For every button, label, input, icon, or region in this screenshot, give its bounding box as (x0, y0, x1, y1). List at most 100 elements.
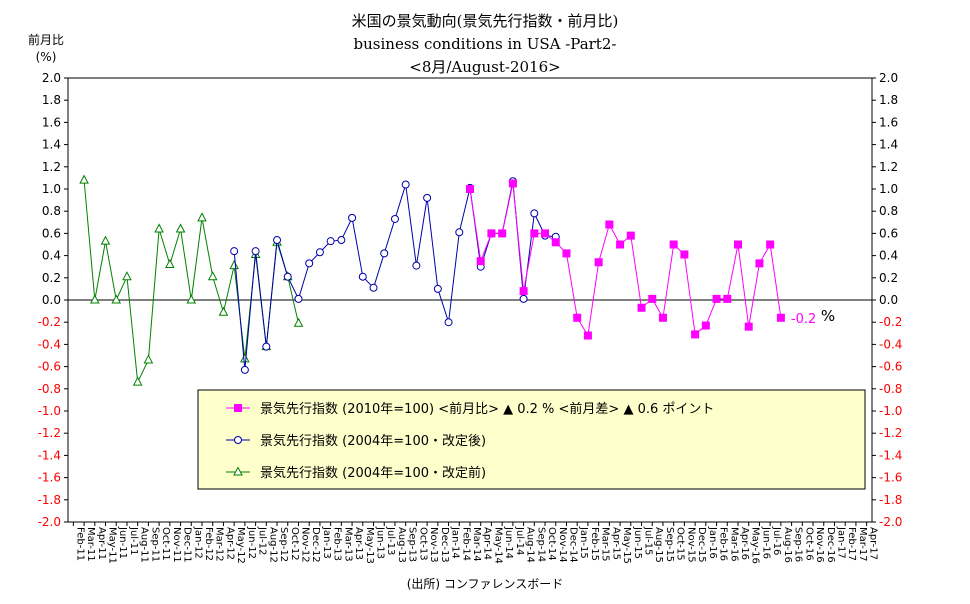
x-tick-label: Jun-16 (760, 526, 771, 559)
data-point (401, 180, 410, 189)
x-tick-label: Aug-11 (139, 527, 150, 563)
chart-period: <8月/August-2016> (409, 58, 560, 76)
x-tick-label: May-14 (492, 527, 503, 564)
x-tick-label: Oct-15 (675, 527, 686, 561)
data-point (648, 294, 657, 303)
x-tick-label: Dec-16 (825, 527, 836, 563)
data-point (229, 260, 239, 270)
data-point (616, 240, 625, 249)
x-tick-label: Apr-11 (96, 527, 107, 560)
y-tick-label-left: 0.6 (42, 226, 61, 240)
y-tick-label-right: -1.4 (879, 448, 902, 462)
x-tick-label: Mar-17 (857, 527, 868, 562)
data-point (766, 240, 775, 249)
y-tick-label-left: -1.0 (38, 404, 61, 418)
x-tick-label: Oct-11 (160, 527, 171, 561)
y-tick-label-right: -1.8 (879, 493, 902, 507)
x-tick-label: Jan-15 (578, 526, 589, 559)
y-axis-unit: (%) (36, 50, 57, 64)
y-tick-label-right: 1.4 (879, 138, 898, 152)
x-tick-label: Jan-14 (450, 526, 461, 559)
data-point (573, 313, 582, 322)
data-point (583, 331, 592, 340)
data-point (89, 294, 100, 304)
legend-label: 景気先行指数 (2004年=100・改定後) (260, 433, 486, 449)
data-point (230, 247, 239, 256)
data-point (444, 318, 453, 327)
data-point (691, 330, 700, 339)
data-point (380, 249, 389, 258)
data-point (262, 342, 271, 351)
x-tick-label: Jan-17 (835, 526, 846, 559)
data-point (530, 229, 539, 238)
y-tick-label-left: -0.8 (38, 382, 61, 396)
data-point (669, 240, 678, 249)
x-tick-label: Jan-13 (321, 526, 332, 559)
data-point (315, 248, 324, 257)
y-tick-label-right: 2.0 (879, 71, 898, 85)
x-tick-label: Mar-14 (471, 527, 482, 562)
x-tick-label: Jul-13 (385, 526, 396, 555)
x-tick-label: Jul-16 (771, 526, 782, 555)
y-axis-label: 前月比 (28, 32, 64, 47)
end-annotation: -0.2 (791, 312, 816, 327)
series-circle (230, 177, 560, 374)
y-tick-label-right: 1.0 (879, 182, 898, 196)
x-tick-label: Mar-11 (85, 527, 96, 562)
series-layer (79, 174, 785, 386)
x-tick-label: Mar-16 (728, 527, 739, 562)
data-point (154, 223, 164, 233)
x-tick-label: Apr-12 (224, 527, 235, 560)
data-point (100, 235, 111, 245)
x-tick-label: Nov-14 (557, 527, 568, 563)
y-tick-label-left: 2.0 (42, 71, 61, 85)
x-tick-label: May-12 (235, 527, 246, 564)
y-tick-label-left: 0.0 (42, 293, 61, 307)
data-point (369, 283, 378, 292)
x-tick-label: Feb-13 (332, 527, 343, 561)
y-tick-label-left: 1.6 (42, 115, 61, 129)
x-tick-label: Oct-13 (417, 527, 428, 561)
x-tick-label: Aug-16 (782, 527, 793, 563)
data-point (466, 185, 474, 193)
data-point (251, 247, 260, 256)
data-point (240, 353, 250, 363)
x-tick-label: Aug-15 (653, 527, 664, 563)
legend: 景気先行指数 (2010年=100) <前月比> ▲ 0.2 % <前月差> ▲… (197, 389, 866, 490)
data-point (498, 229, 507, 238)
x-tick-label: Jul-12 (257, 526, 268, 555)
x-tick-label: Sep-12 (278, 527, 289, 562)
data-point (186, 294, 197, 304)
data-point (701, 321, 710, 330)
data-point (551, 238, 560, 247)
data-point (530, 209, 539, 218)
y-tick-label-right: 1.2 (879, 160, 898, 174)
data-point (390, 214, 399, 223)
data-point (519, 294, 528, 303)
x-tick-label: Apr-14 (482, 527, 493, 560)
x-tick-label: Mar-13 (342, 527, 353, 562)
data-point (337, 236, 346, 245)
legend-label: 景気先行指数 (2010年=100) <前月比> ▲ 0.2 % <前月差> ▲… (260, 401, 714, 417)
data-point (626, 231, 635, 240)
data-point (712, 294, 721, 303)
y-tick-label-right: 0.2 (879, 271, 898, 285)
y-tick-label-left: -1.8 (38, 493, 61, 507)
x-tick-label: Dec-11 (182, 527, 193, 563)
y-tick-label-right: 0.0 (879, 293, 898, 307)
y-tick-label-left: 0.2 (42, 271, 61, 285)
x-tick-label: Sep-11 (149, 527, 160, 562)
legend-entry-triangle: 景気先行指数 (2004年=100・改定前) (226, 465, 486, 481)
chart-subtitle: business conditions in USA -Part2- (354, 35, 617, 53)
x-tick-label: Jan-12 (192, 526, 203, 559)
series-square (466, 179, 785, 340)
data-point (433, 284, 442, 293)
x-tick-label: Sep-14 (535, 527, 546, 562)
data-point (734, 240, 742, 249)
data-point (605, 220, 614, 229)
data-point (207, 271, 218, 281)
data-point (165, 258, 175, 268)
x-tick-label: May-13 (364, 527, 375, 564)
data-point (519, 287, 528, 296)
x-tick-label: Oct-14 (546, 527, 557, 561)
